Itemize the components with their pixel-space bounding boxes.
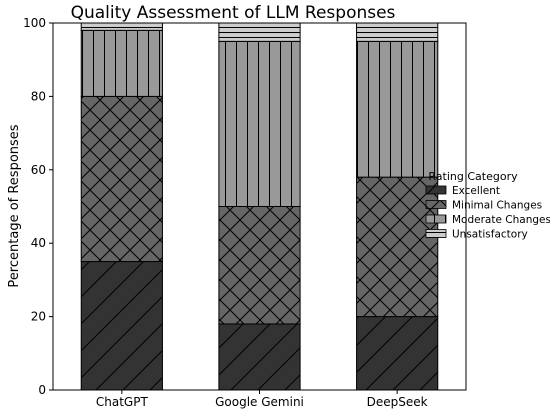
bar-segment-excellent	[80, 261, 163, 391]
bar-segment-minimal-changes	[80, 95, 163, 263]
x-tick-label: ChatGPT	[96, 395, 149, 409]
legend-item: Minimal Changes	[425, 200, 542, 212]
legend-label: Minimal Changes	[452, 200, 542, 212]
bar-segment-unsatisfactory	[218, 22, 301, 42]
x-tick-label: Google Gemini	[215, 395, 304, 409]
bar-segment-unsatisfactory	[356, 22, 439, 42]
legend: Rating Category Excellent Minimal Changes…	[425, 170, 550, 241]
bar-segment-unsatisfactory	[80, 22, 163, 31]
bar-segment-excellent	[356, 316, 439, 391]
plot-frame	[52, 22, 467, 391]
legend-title: Rating Category	[428, 170, 518, 183]
legend-label: Moderate Changes	[452, 214, 550, 226]
legend-item: Unsatisfactory	[425, 229, 528, 241]
bar-segment-moderate-changes	[356, 40, 439, 178]
y-tick-label: 100	[23, 16, 46, 30]
legend-items: Excellent Minimal Changes Moderate Changes…	[425, 185, 550, 241]
bar-segment-excellent	[218, 323, 301, 391]
bar-segment-moderate-changes	[218, 40, 301, 207]
y-tick-label: 80	[31, 89, 46, 103]
y-tick-label: 0	[38, 383, 46, 397]
chart-title: Quality Assessment of LLM Responses	[71, 3, 396, 23]
bar-segment-moderate-changes	[80, 29, 163, 97]
bars-group	[80, 22, 439, 391]
legend-label: Excellent	[452, 185, 500, 197]
legend-item: Moderate Changes	[425, 214, 550, 226]
bar-segment-minimal-changes	[356, 176, 439, 318]
bar-segment-minimal-changes	[218, 206, 301, 325]
y-tick-label: 40	[31, 236, 46, 250]
x-axis-ticks: ChatGPT Google Gemini DeepSeek	[96, 390, 428, 409]
y-axis-ticks: 0 20 40 60 80 100	[23, 16, 53, 397]
legend-label: Unsatisfactory	[452, 229, 528, 241]
y-tick-label: 20	[31, 310, 46, 324]
legend-item: Excellent	[425, 185, 500, 197]
x-tick-label: DeepSeek	[367, 395, 428, 409]
y-axis-label: Percentage of Responses	[7, 124, 22, 287]
y-tick-label: 60	[31, 163, 46, 177]
